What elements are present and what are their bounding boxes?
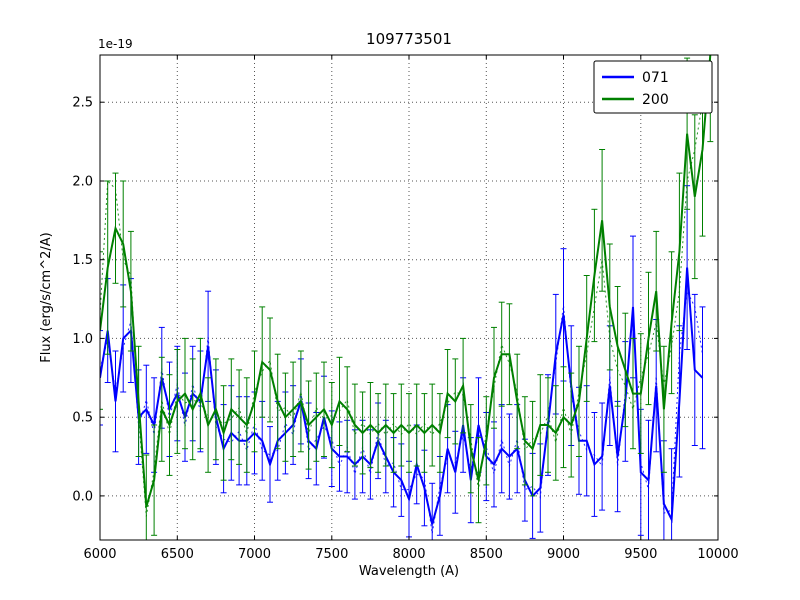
- svg-text:7500: 7500: [315, 547, 348, 562]
- x-tick-labels: 6000 6500 7000 7500 8000 8500 9000 9500 10000: [83, 547, 738, 562]
- svg-text:10000: 10000: [697, 547, 738, 562]
- series-200-line: [100, 55, 712, 508]
- svg-text:8500: 8500: [470, 547, 503, 562]
- svg-text:2.0: 2.0: [72, 175, 93, 190]
- x-axis-label: Wavelength (A): [359, 564, 459, 579]
- svg-text:9000: 9000: [547, 547, 580, 562]
- series-200: [100, 55, 714, 540]
- y-tick-labels: 0.0 0.5 1.0 1.5 2.0 2.5: [72, 96, 93, 505]
- offset-text: 1e-19: [98, 37, 133, 51]
- svg-text:1.0: 1.0: [72, 332, 93, 347]
- svg-text:9500: 9500: [624, 547, 657, 562]
- legend-label-071: 071: [642, 70, 669, 86]
- svg-text:1.5: 1.5: [72, 253, 93, 268]
- svg-text:6000: 6000: [83, 547, 116, 562]
- svg-text:0.0: 0.0: [72, 489, 93, 504]
- svg-text:0.5: 0.5: [72, 411, 93, 426]
- ticks: [99, 55, 719, 540]
- svg-text:8000: 8000: [392, 547, 425, 562]
- y-axis-label: Flux (erg/s/cm^2/A): [39, 232, 54, 362]
- svg-text:7000: 7000: [238, 547, 271, 562]
- svg-text:6500: 6500: [161, 547, 194, 562]
- chart-title: 109773501: [366, 30, 452, 48]
- legend-label-200: 200: [642, 92, 669, 108]
- svg-text:2.5: 2.5: [72, 96, 93, 111]
